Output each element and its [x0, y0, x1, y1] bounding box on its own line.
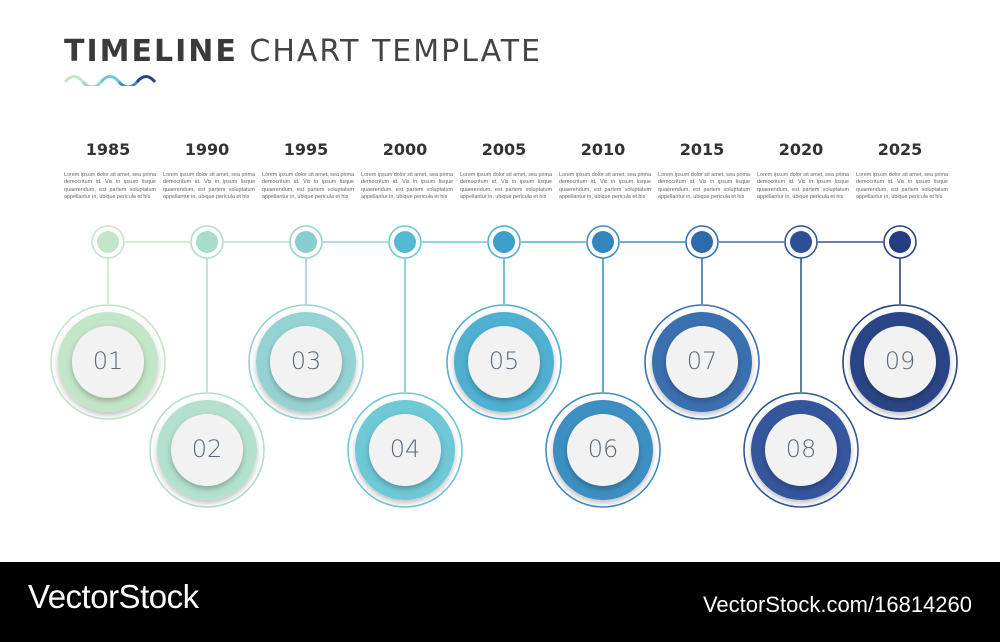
year-description: Lorem ipsum dolor sit amet, sea prima de…: [559, 172, 651, 200]
year-label: 2010: [580, 140, 626, 159]
timeline-dot: [97, 231, 119, 253]
milestone-number: 01: [92, 347, 124, 375]
milestone-inner-disc: [864, 326, 936, 398]
title: TIMELINE CHART TEMPLATE: [64, 34, 542, 69]
milestone-number: 04: [389, 435, 421, 463]
title-light: CHART TEMPLATE: [249, 34, 543, 69]
year-description: Lorem ipsum dolor sit amet, sea prima de…: [460, 172, 552, 200]
year-description: Lorem ipsum dolor sit amet, sea prima de…: [856, 172, 948, 200]
wave-decoration-icon: [63, 75, 157, 86]
title-bold: TIMELINE: [64, 34, 238, 69]
year-description: Lorem ipsum dolor sit amet, sea prima de…: [658, 172, 750, 200]
milestone-inner-disc: [468, 326, 540, 398]
year-label: 1985: [85, 140, 131, 159]
milestone-number: 03: [290, 347, 322, 375]
timeline-dot: [691, 231, 713, 253]
timeline-dot: [592, 231, 614, 253]
year-label: 2015: [679, 140, 725, 159]
footer-url: VectorStock.com/16814260: [702, 592, 972, 617]
year-label: 1990: [184, 140, 230, 159]
year-description: Lorem ipsum dolor sit amet, sea prima de…: [757, 172, 849, 200]
year-description: Lorem ipsum dolor sit amet, sea prima de…: [361, 172, 453, 200]
year-label: 2000: [382, 140, 428, 159]
year-label: 2005: [481, 140, 527, 159]
milestone-number: 08: [785, 435, 817, 463]
milestone-inner-disc: [171, 414, 243, 486]
year-label: 1995: [283, 140, 329, 159]
timeline-dot: [295, 231, 317, 253]
milestone-number: 02: [191, 435, 223, 463]
timeline-diagram: [50, 225, 958, 508]
milestone-number: 05: [488, 347, 520, 375]
milestone-inner-disc: [270, 326, 342, 398]
timeline-dot: [790, 231, 812, 253]
milestone-inner-disc: [666, 326, 738, 398]
milestone-number: 07: [686, 347, 718, 375]
timeline-dot: [889, 231, 911, 253]
milestone-inner-disc: [567, 414, 639, 486]
year-description: Lorem ipsum dolor sit amet, sea prima de…: [262, 172, 354, 200]
footer-brand: VectorStock: [28, 578, 199, 615]
milestone-inner-disc: [765, 414, 837, 486]
year-label: 2025: [877, 140, 923, 159]
timeline-dot: [196, 231, 218, 253]
milestone-number: 09: [884, 347, 916, 375]
year-label: 2020: [778, 140, 824, 159]
footer-bar: VectorStock VectorStock.com/16814260: [0, 562, 1000, 642]
timeline-dot: [394, 231, 416, 253]
year-description: Lorem ipsum dolor sit amet, sea prima de…: [64, 172, 156, 200]
milestone-inner-disc: [72, 326, 144, 398]
year-description: Lorem ipsum dolor sit amet, sea prima de…: [163, 172, 255, 200]
milestone-inner-disc: [369, 414, 441, 486]
timeline-dot: [493, 231, 515, 253]
milestone-number: 06: [587, 435, 619, 463]
